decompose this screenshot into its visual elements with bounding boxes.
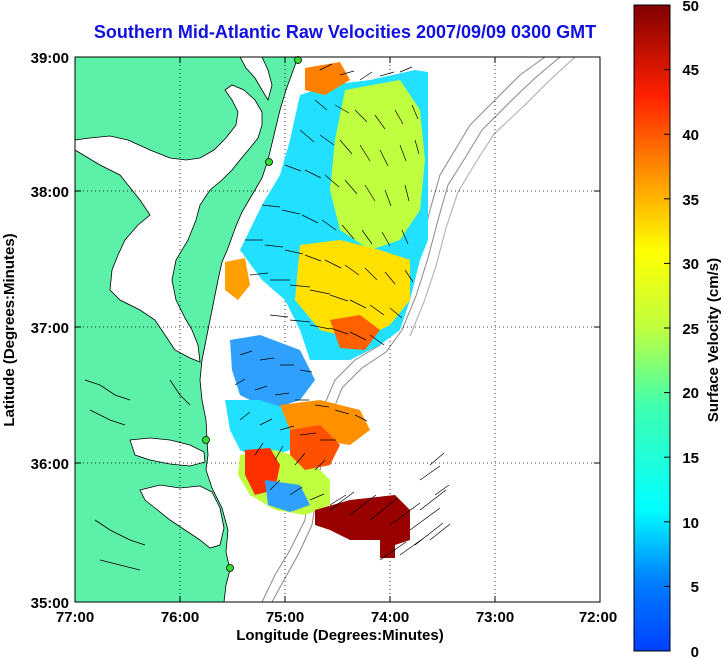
- station-marker: [202, 436, 210, 444]
- bathymetry-contour: [409, 57, 576, 337]
- y-tick-label: 38:00: [31, 184, 69, 201]
- y-tick-label: 37:00: [31, 320, 69, 337]
- velocity-arrows: [234, 63, 451, 561]
- pamlico-sound: [139, 484, 225, 549]
- x-axis-label: Longitude (Degrees:Minutes): [236, 627, 444, 644]
- y-axis-label: Latitude (Degrees:Minutes): [1, 233, 18, 426]
- x-tick-marks: [74, 57, 601, 602]
- plot-frame: [74, 56, 601, 603]
- colorbar-tick-label: 25: [682, 321, 699, 338]
- colorbar-tick-marks: [664, 69, 670, 587]
- colorbar-label: Surface Velocity (cm/s): [705, 258, 722, 422]
- x-tick-label: 73:00: [476, 609, 514, 626]
- map-title: Southern Mid-Atlantic Raw Velocities 200…: [93, 22, 597, 42]
- station-marker: [294, 56, 302, 64]
- delaware-bay: [239, 57, 273, 102]
- colorbar-tick-label: 10: [682, 515, 699, 532]
- colorbar-tick-label: 5: [691, 579, 699, 596]
- velocity-field: [225, 62, 428, 558]
- colorbar-tick-label: 0: [691, 644, 699, 659]
- colorbar-tick-label: 40: [682, 127, 699, 144]
- chesapeake-bay: [75, 84, 263, 363]
- y-tick-label: 39:00: [31, 50, 69, 67]
- y-tick-marks: [75, 56, 600, 603]
- x-tick-label: 76:00: [161, 609, 199, 626]
- station-marker: [265, 158, 273, 166]
- coastal-inlets: [84, 379, 191, 571]
- colorbar-tick-label: 20: [682, 385, 699, 402]
- colorbar-tick-label: 30: [682, 256, 699, 273]
- y-tick-label: 36:00: [31, 456, 69, 473]
- bathymetry-contour: [271, 57, 561, 602]
- colorbar-tick-label: 50: [682, 0, 699, 15]
- x-tick-label: 72:00: [579, 609, 617, 626]
- colorbar-tick-label: 15: [682, 450, 699, 467]
- station-markers: [202, 56, 302, 572]
- x-tick-label: 75:00: [266, 609, 304, 626]
- colorbar-tick-label: 45: [682, 62, 699, 79]
- x-tick-label: 74:00: [371, 609, 409, 626]
- station-marker: [226, 564, 234, 572]
- colorbar-tick-label: 35: [682, 192, 699, 209]
- y-tick-label: 35:00: [31, 595, 69, 612]
- albemarle-sound: [129, 437, 206, 467]
- x-tick-label: 77:00: [56, 609, 94, 626]
